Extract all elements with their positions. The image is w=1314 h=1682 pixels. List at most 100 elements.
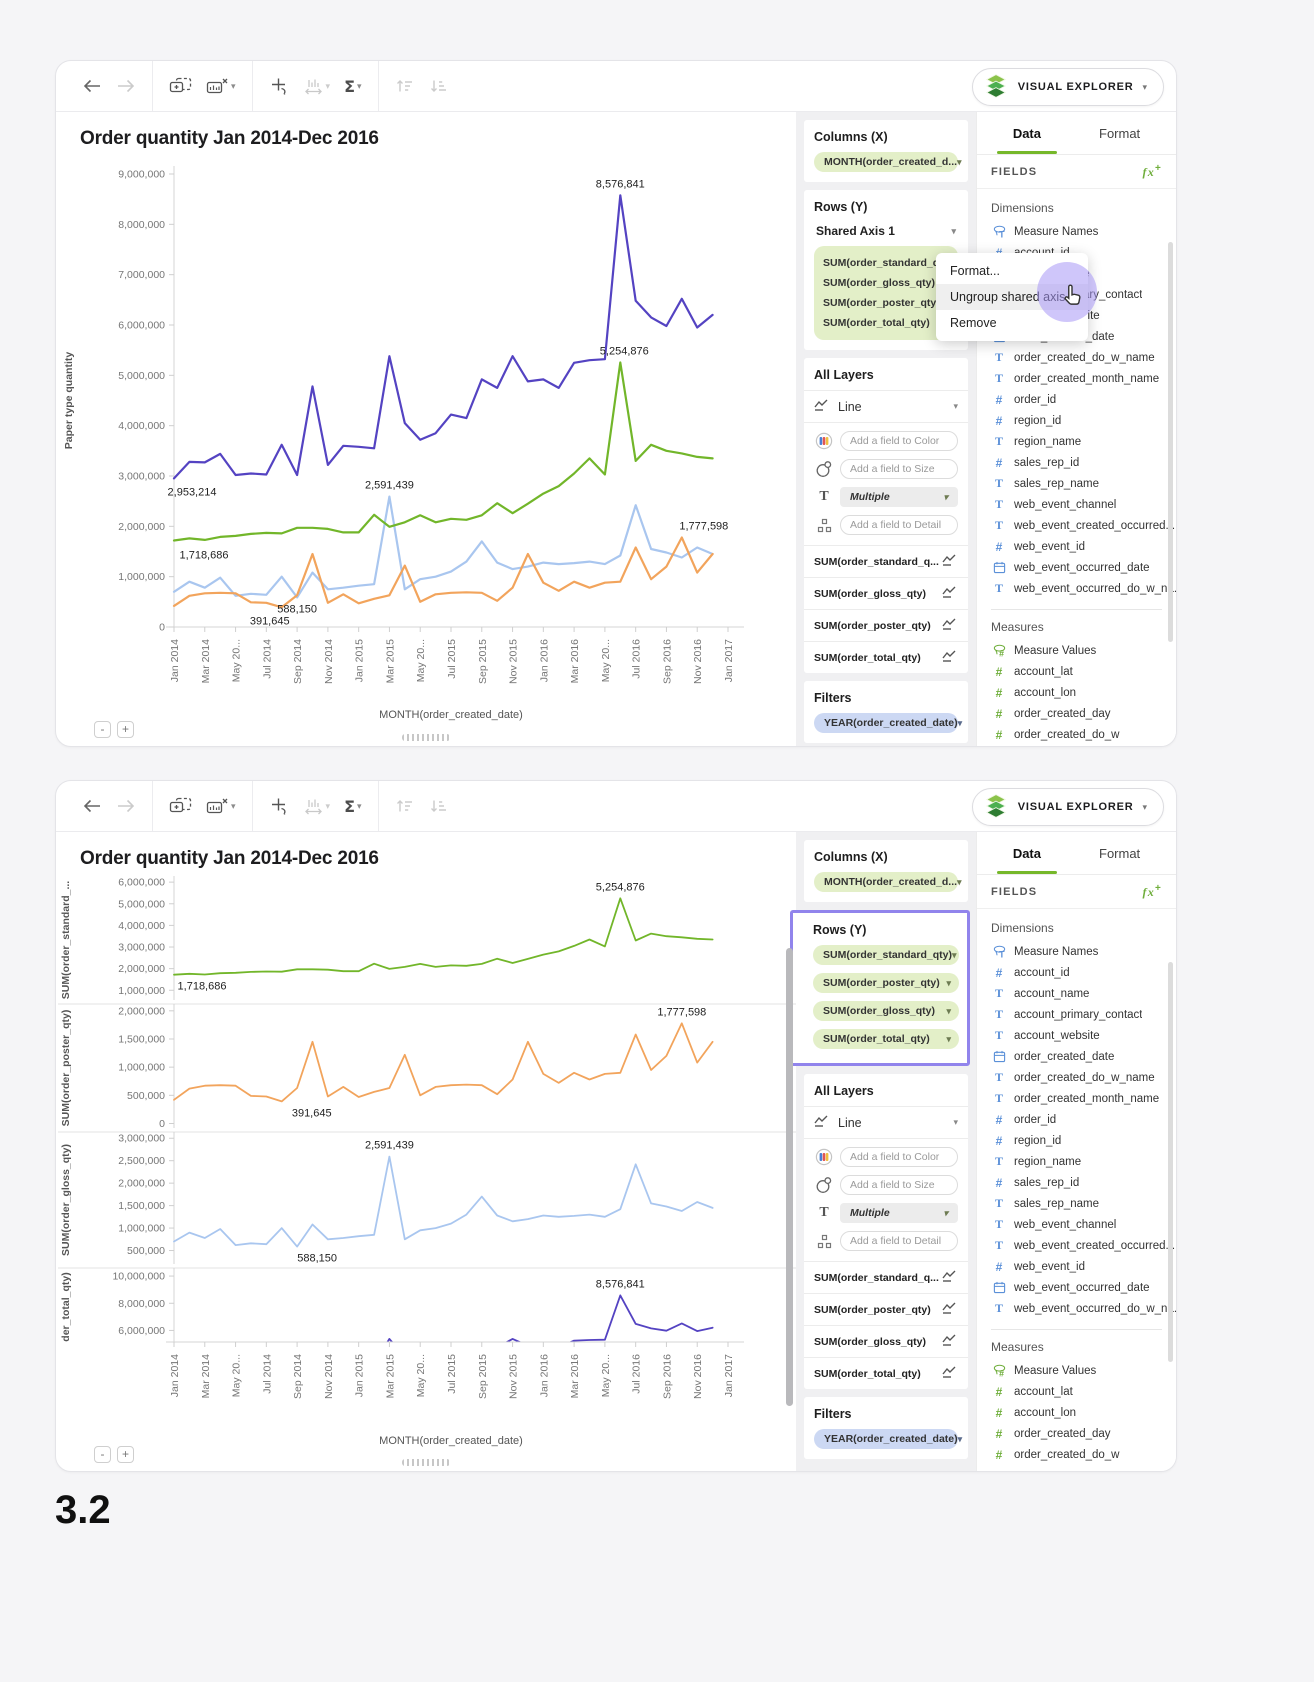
aggregate-sigma-icon[interactable]: Σ ▾ bbox=[340, 73, 365, 100]
new-visual-icon[interactable] bbox=[165, 73, 196, 99]
size-shelf-input[interactable]: Add a field to Size bbox=[840, 1175, 958, 1195]
resize-chart-icon[interactable]: ▾ bbox=[299, 793, 335, 819]
field-item[interactable]: # account_lat bbox=[991, 661, 1176, 682]
tab-data[interactable]: Data bbox=[996, 112, 1058, 154]
detail-shelf-input[interactable]: Add a field to Detail bbox=[840, 515, 958, 535]
horizontal-scrollbar[interactable] bbox=[402, 1459, 450, 1466]
detail-shelf-input[interactable]: Add a field to Detail bbox=[840, 1231, 958, 1251]
shared-axis-field[interactable]: SUM(order_total_qty) bbox=[823, 317, 930, 329]
field-item[interactable]: # Measure Values bbox=[991, 640, 1176, 661]
layer-item[interactable]: SUM(order_poster_qty) bbox=[804, 1293, 968, 1325]
field-item[interactable]: # order_id bbox=[991, 389, 1176, 410]
layer-item[interactable]: SUM(order_standard_q... bbox=[804, 545, 968, 577]
layer-item[interactable]: SUM(order_poster_qty) bbox=[804, 609, 968, 641]
forward-button[interactable] bbox=[112, 74, 140, 98]
text-shelf-value[interactable]: Multiple ▾ bbox=[840, 487, 958, 507]
new-visual-icon[interactable] bbox=[165, 793, 196, 819]
field-item[interactable]: #account_id bbox=[991, 962, 1176, 983]
layer-item[interactable]: SUM(order_gloss_qty) bbox=[804, 1325, 968, 1357]
zoom-in-button[interactable]: + bbox=[117, 1446, 134, 1463]
columns-pill[interactable]: MONTH(order_created_d... ▾ bbox=[814, 152, 962, 172]
layer-item[interactable]: SUM(order_total_qty) bbox=[804, 641, 968, 673]
field-item[interactable]: # Measure Values bbox=[991, 1360, 1176, 1381]
mark-type-dropdown[interactable]: Line ▾ bbox=[804, 1106, 968, 1139]
tab-format[interactable]: Format bbox=[1099, 125, 1141, 141]
field-item[interactable]: # order_created_day bbox=[991, 1423, 1176, 1444]
tab-data[interactable]: Data bbox=[996, 832, 1058, 874]
field-item[interactable]: # order_created_do_w bbox=[991, 724, 1176, 745]
zoom-in-button[interactable]: + bbox=[117, 721, 134, 738]
vertical-scrollbar[interactable] bbox=[1168, 242, 1173, 642]
field-item[interactable]: web_event_occurred_date bbox=[991, 557, 1176, 578]
field-item[interactable]: # sales_rep_id bbox=[991, 1172, 1176, 1193]
delete-visual-icon[interactable]: ▾ bbox=[202, 793, 240, 819]
sort-descending-icon[interactable] bbox=[425, 74, 453, 98]
shared-axis-dropdown[interactable]: Shared Axis 1 ▾ bbox=[816, 224, 956, 238]
rows-pill[interactable]: SUM(order_standard_qty) ▾ bbox=[813, 945, 959, 965]
layer-item[interactable]: SUM(order_standard_q... bbox=[804, 1261, 968, 1293]
field-item[interactable]: # region_id bbox=[991, 410, 1176, 431]
formula-icon[interactable]: fx+ bbox=[1142, 163, 1162, 179]
visual-explorer-menu-button[interactable]: VISUAL EXPLORER ▾ bbox=[971, 788, 1164, 826]
field-item[interactable]: # order_created_day bbox=[991, 703, 1176, 724]
formula-icon[interactable]: fx+ bbox=[1142, 883, 1162, 899]
filter-pill[interactable]: YEAR(order_created_date) ▾ bbox=[814, 1429, 962, 1449]
field-item[interactable]: # order_id bbox=[991, 1109, 1176, 1130]
field-item[interactable]: web_event_occurred_date bbox=[991, 1277, 1176, 1298]
context-menu-item[interactable]: Format... bbox=[950, 264, 1001, 278]
rows-pill[interactable]: SUM(order_poster_qty) ▾ bbox=[813, 973, 959, 993]
text-shelf-value[interactable]: Multiple ▾ bbox=[840, 1203, 958, 1223]
aggregate-sigma-icon[interactable]: Σ ▾ bbox=[340, 793, 365, 820]
field-item[interactable]: T Measure Names bbox=[991, 941, 1176, 962]
visual-explorer-menu-button[interactable]: VISUAL EXPLORER ▾ bbox=[971, 68, 1164, 106]
field-item[interactable]: # order_created_do_w bbox=[991, 1444, 1176, 1465]
columns-pill[interactable]: MONTH(order_created_d... ▾ bbox=[814, 872, 962, 892]
vertical-scrollbar[interactable] bbox=[1168, 962, 1173, 1362]
swap-axes-icon[interactable] bbox=[265, 73, 293, 99]
back-button[interactable] bbox=[78, 794, 106, 818]
zoom-out-button[interactable]: - bbox=[94, 1446, 111, 1463]
zoom-out-button[interactable]: - bbox=[94, 721, 111, 738]
sort-ascending-icon[interactable] bbox=[391, 794, 419, 818]
field-item[interactable]: # account_lat bbox=[991, 1381, 1176, 1402]
swap-axes-icon[interactable] bbox=[265, 793, 293, 819]
field-item[interactable]: # sales_rep_id bbox=[991, 452, 1176, 473]
faceted-line-chart[interactable]: 1,000,000 2,000,000 3,000,000 4,000,000 5,00… bbox=[56, 872, 801, 1457]
color-shelf-input[interactable]: Add a field to Color bbox=[840, 1147, 958, 1167]
forward-button[interactable] bbox=[112, 794, 140, 818]
vertical-scrollbar[interactable] bbox=[786, 948, 793, 1406]
sort-descending-icon[interactable] bbox=[425, 794, 453, 818]
field-item[interactable]: # region_id bbox=[991, 1130, 1176, 1151]
filter-pill[interactable]: YEAR(order_created_date) ▾ bbox=[814, 713, 962, 733]
context-menu-item[interactable]: Remove bbox=[950, 316, 997, 330]
field-item[interactable]: # account_lon bbox=[991, 1402, 1176, 1423]
horizontal-scrollbar[interactable] bbox=[402, 734, 450, 741]
delete-visual-icon[interactable]: ▾ bbox=[202, 73, 240, 99]
field-item[interactable]: # account_lon bbox=[991, 682, 1176, 703]
layer-item[interactable]: SUM(order_total_qty) bbox=[804, 1357, 968, 1389]
sort-ascending-icon[interactable] bbox=[391, 74, 419, 98]
field-item[interactable]: # web_event_id bbox=[991, 536, 1176, 557]
back-button[interactable] bbox=[78, 74, 106, 98]
context-menu-item[interactable]: Ungroup shared axis bbox=[936, 284, 1088, 310]
resize-chart-icon[interactable]: ▾ bbox=[299, 73, 335, 99]
shared-axis-line-chart[interactable]: 0 1,000,000 2,000,000 3,000,000 4,000,000 5,0… bbox=[56, 152, 801, 732]
mark-type-dropdown[interactable]: Line ▾ bbox=[804, 390, 968, 423]
rows-pill[interactable]: SUM(order_gloss_qty) ▾ bbox=[813, 1001, 959, 1021]
